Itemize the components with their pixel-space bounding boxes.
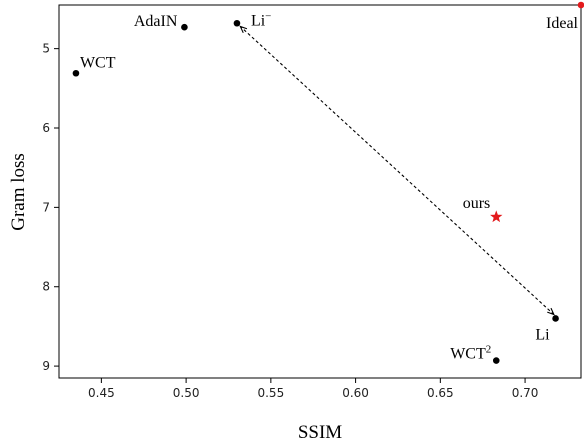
dashed-arrow-line xyxy=(239,26,555,315)
y-tick-label: 6 xyxy=(42,121,50,135)
point-li-label: Li− xyxy=(251,10,271,29)
x-tick-label: 0.60 xyxy=(342,386,369,400)
y-tick-label: 9 xyxy=(42,359,50,373)
x-tick-label: 0.45 xyxy=(88,386,115,400)
point-adain-marker xyxy=(181,23,188,31)
y-tick-label: 8 xyxy=(42,280,50,294)
point-adain-label: AdaIN xyxy=(134,13,178,30)
arrow-head xyxy=(547,307,555,316)
y-tick-label: 5 xyxy=(42,42,50,56)
arrow-head xyxy=(239,25,248,34)
x-axis-title: SSIM xyxy=(298,422,342,443)
y-tick-label: 7 xyxy=(42,200,50,214)
point-wct2-marker xyxy=(492,357,500,364)
x-tick-label: 0.65 xyxy=(427,386,454,400)
arrow-layer xyxy=(239,25,555,316)
point-ours-star-marker xyxy=(490,210,503,223)
x-axis-ticks: 0.45 0.50 0.55 0.60 0.65 0.70 xyxy=(88,378,538,400)
point-li-marker xyxy=(552,315,559,322)
point-wct-marker xyxy=(72,69,80,77)
plot-frame xyxy=(58,4,582,379)
x-tick-label: 0.70 xyxy=(512,386,539,400)
y-axis-ticks: 5 6 7 8 9 xyxy=(42,42,59,373)
point-ideal-label: Ideal xyxy=(546,15,579,32)
point-ours-label: ours xyxy=(463,195,491,212)
point-li-label: Li xyxy=(535,326,550,343)
point-ideal-marker xyxy=(577,1,584,9)
point-wct-label: WCT xyxy=(80,54,116,71)
point-wct2-label: WCT2 xyxy=(450,344,491,363)
points-layer: WCT AdaIN Li− ours Li WCT2 Ideal xyxy=(72,1,584,364)
x-tick-label: 0.55 xyxy=(257,386,284,400)
x-tick-label: 0.50 xyxy=(173,386,200,400)
y-axis-title: Gram loss xyxy=(8,153,29,231)
point-li-marker xyxy=(233,19,241,27)
